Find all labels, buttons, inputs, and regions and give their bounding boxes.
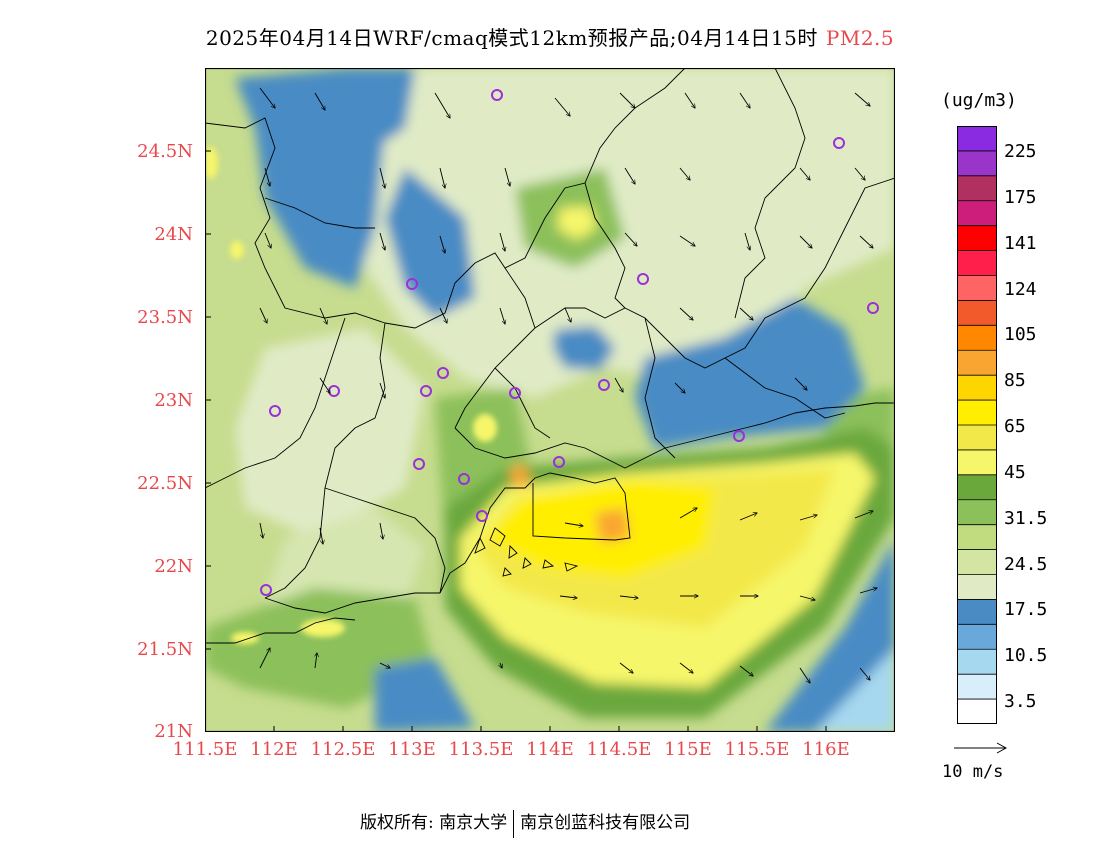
colorbar-swatch xyxy=(957,499,997,526)
colorbar-label-17-5: 17.5 xyxy=(1004,599,1048,620)
yellow-north-spot xyxy=(557,206,597,240)
lon-label-112-5: 112.5E xyxy=(310,739,376,760)
pm25-map xyxy=(205,68,895,732)
concentration-field xyxy=(205,68,895,732)
map-title: 2025年04月14日WRF/cmaq模式12km预报产品;04月14日15时 P… xyxy=(0,22,1100,51)
colorbar-swatch xyxy=(957,375,997,401)
colorbar-label-45: 45 xyxy=(1004,462,1026,483)
blue-center-pool xyxy=(553,326,615,370)
province-boundaries xyxy=(205,68,895,644)
colorbar-swatch xyxy=(957,350,997,376)
footer: 版权所有: 南京大学 南京创蓝科技有限公司 xyxy=(360,808,690,838)
plume-orange-spot xyxy=(510,463,530,488)
wind-vectors xyxy=(259,87,877,683)
colorbar-label-3-5: 3.5 xyxy=(1004,691,1037,712)
footer-divider xyxy=(513,809,515,838)
colorbar-swatch xyxy=(957,624,997,650)
plume-orange-core xyxy=(595,508,630,543)
lat-label-21-5: 21.5N xyxy=(137,639,193,660)
pollutant-label: PM2.5 xyxy=(825,26,895,50)
colorbar-swatch xyxy=(957,549,997,575)
colorbar-swatch xyxy=(957,275,997,301)
title-text: 2025年04月14日WRF/cmaq模式12km预报产品;04月14日15时 xyxy=(205,26,818,50)
lon-label-115: 115E xyxy=(664,739,712,760)
lon-label-115-5: 115.5E xyxy=(724,739,790,760)
colorbar-swatch xyxy=(957,425,997,451)
colorbar-swatch xyxy=(957,649,997,675)
wind-reference-arrow xyxy=(954,742,1008,754)
colorbar-swatch xyxy=(957,474,997,501)
coastline xyxy=(439,472,631,594)
lon-label-112: 112E xyxy=(250,739,298,760)
lat-label-23-5: 23.5N xyxy=(137,307,193,328)
colorbar-swatch xyxy=(957,599,997,625)
lat-ticks xyxy=(205,150,211,650)
colorbar-swatch xyxy=(957,699,997,724)
colorbar-label-141: 141 xyxy=(1004,233,1037,254)
colorbar-label-31-5: 31.5 xyxy=(1004,508,1048,529)
blue-north-west xyxy=(235,68,385,288)
lon-label-114-5: 114.5E xyxy=(586,739,652,760)
wind-reference-label: 10 m/s xyxy=(942,762,1004,782)
colorbar-label-24-5: 24.5 xyxy=(1004,554,1048,575)
colorbar-label-175: 175 xyxy=(1004,187,1037,208)
light-green-west xyxy=(235,328,425,538)
company-text: 南京创蓝科技有限公司 xyxy=(520,813,691,833)
lon-label-114: 114E xyxy=(526,739,574,760)
lat-label-24-5: 24.5N xyxy=(137,141,193,162)
lon-label-116: 116E xyxy=(802,739,850,760)
small-yellow-spots xyxy=(205,147,497,644)
lon-label-113-5: 113.5E xyxy=(448,739,514,760)
colorbar-label-10-5: 10.5 xyxy=(1004,645,1048,666)
lat-label-22: 22N xyxy=(154,556,193,577)
colorbar-label-85: 85 xyxy=(1004,370,1026,391)
colorbar-swatch xyxy=(957,524,997,551)
colorbar-swatch xyxy=(957,400,997,426)
lon-label-111-5: 111.5E xyxy=(172,739,238,760)
colorbar-swatch xyxy=(957,175,997,202)
lat-label-24: 24N xyxy=(154,224,193,245)
colorbar-swatch xyxy=(957,126,997,152)
lon-ticks xyxy=(273,726,827,732)
colorbar-frame xyxy=(957,126,997,724)
colorbar xyxy=(957,126,997,724)
colorbar-swatch xyxy=(957,250,997,276)
colorbar-label-124: 124 xyxy=(1004,279,1037,300)
blue-southwest xyxy=(375,658,475,732)
colorbar-swatch xyxy=(957,574,997,600)
colorbar-swatch xyxy=(957,674,997,700)
colorbar-label-105: 105 xyxy=(1004,324,1037,345)
colorbar-swatch xyxy=(957,325,997,351)
lon-label-113: 113E xyxy=(388,739,436,760)
colorbar-label-65: 65 xyxy=(1004,416,1026,437)
colorbar-swatch xyxy=(957,300,997,326)
lightblue-southeast xyxy=(815,648,895,732)
colorbar-swatch xyxy=(957,200,997,227)
lat-label-22-5: 22.5N xyxy=(137,473,193,494)
colorbar-swatch xyxy=(957,225,997,252)
copyright-text: 版权所有: 南京大学 xyxy=(360,813,508,833)
colorbar-units: (ug/m3) xyxy=(941,90,1017,111)
colorbar-swatch xyxy=(957,150,997,177)
blue-north-top xyxy=(345,68,415,148)
colorbar-label-225: 225 xyxy=(1004,141,1037,162)
lat-label-23: 23N xyxy=(154,390,193,411)
lat-label-21: 21N xyxy=(154,721,193,742)
colorbar-swatch xyxy=(957,449,997,476)
